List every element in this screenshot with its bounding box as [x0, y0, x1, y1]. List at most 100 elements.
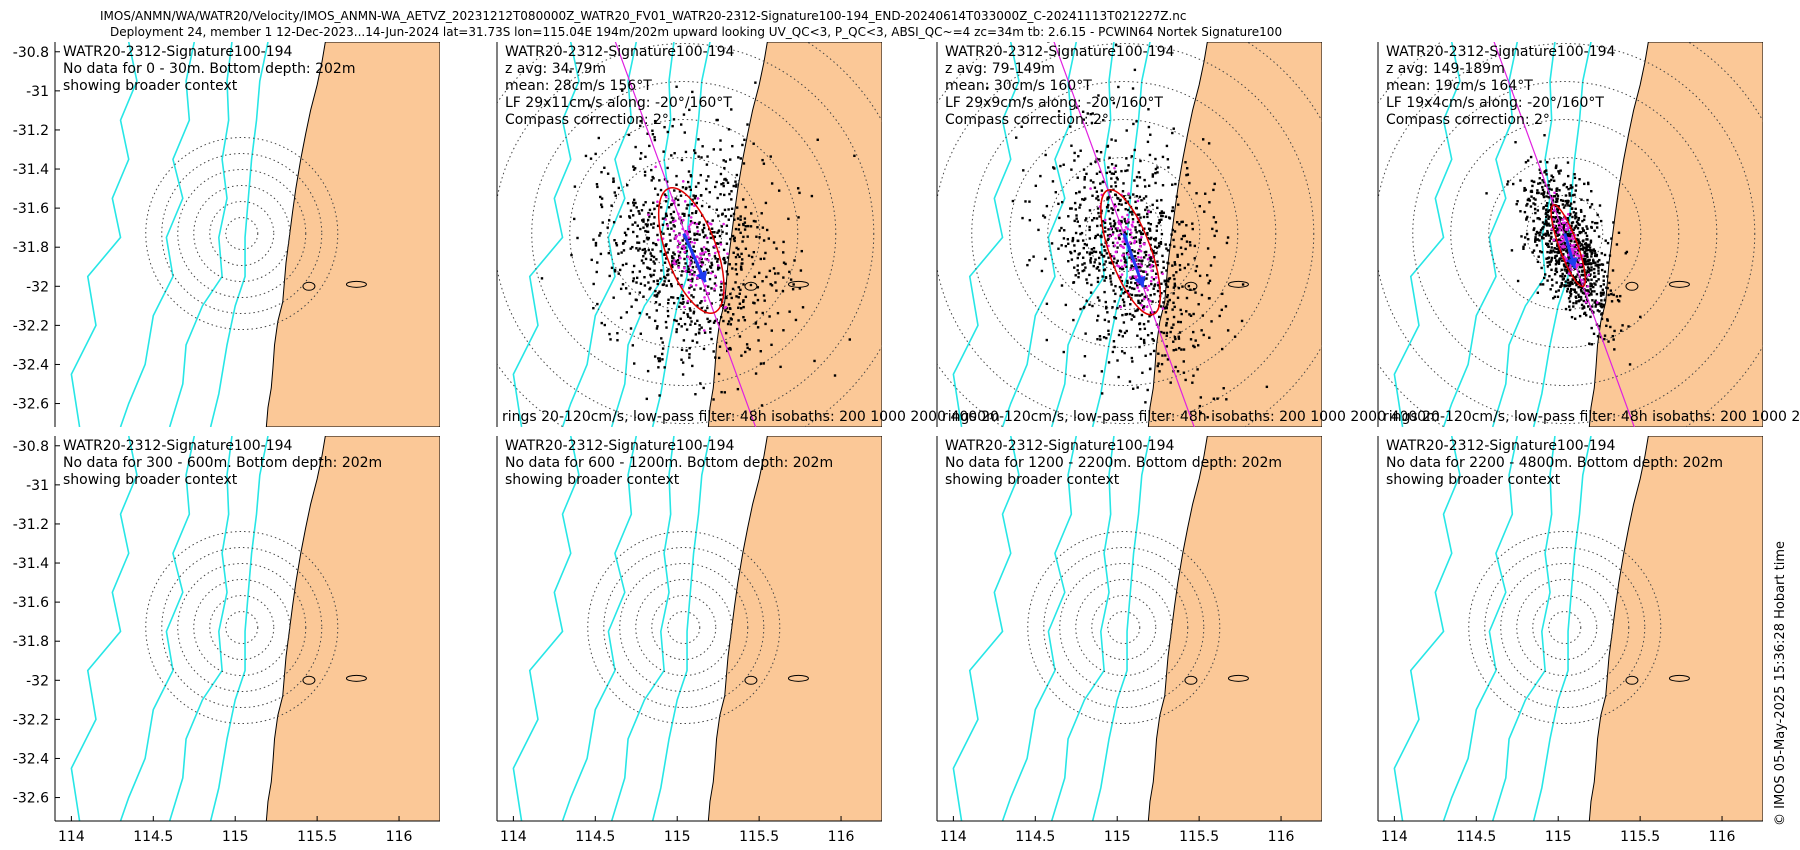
scatter-point	[1573, 176, 1577, 180]
scatter-point	[1102, 180, 1105, 183]
scatter-point	[1563, 268, 1566, 271]
scatter-point	[700, 326, 703, 329]
scatter-point	[1621, 324, 1624, 327]
scatter-point	[743, 318, 747, 322]
scatter-point	[701, 249, 704, 252]
scatter-point	[632, 264, 636, 268]
scatter-point	[1524, 161, 1528, 164]
scatter-point	[1543, 273, 1547, 276]
scatter-point	[1578, 285, 1582, 289]
scatter-point	[699, 265, 703, 268]
scatter-point	[670, 255, 674, 258]
scatter-point	[663, 125, 666, 129]
lowpass-point	[1142, 297, 1146, 301]
scatter-point	[1177, 337, 1181, 340]
scatter-point	[1575, 301, 1578, 305]
scatter-point	[717, 372, 721, 376]
scatter-point	[694, 185, 698, 188]
scatter-point	[1171, 264, 1174, 267]
scatter-point	[729, 237, 732, 241]
scatter-point	[1550, 246, 1553, 249]
scatter-point	[645, 236, 649, 239]
panel-text-line: WATR20-2312-Signature100-194	[945, 438, 1175, 454]
scatter-point	[1604, 239, 1607, 242]
speed-ring	[1009, 119, 1239, 349]
scatter-point	[1135, 120, 1138, 123]
scatter-point	[1096, 195, 1100, 198]
scatter-point	[1592, 261, 1595, 265]
scatter-point	[1541, 221, 1545, 224]
scatter-point	[1160, 282, 1163, 286]
scatter-point	[658, 303, 661, 306]
scatter-point	[1058, 216, 1061, 220]
scatter-point	[1122, 321, 1126, 324]
scatter-point	[1159, 240, 1163, 244]
scatter-point	[1562, 277, 1566, 280]
scatter-point	[702, 347, 706, 351]
scatter-point	[672, 217, 675, 220]
scatter-point	[1193, 257, 1196, 260]
scatter-point	[658, 357, 661, 360]
scatter-point	[701, 228, 704, 232]
scatter-point	[1550, 251, 1553, 254]
x-tick-label: 116	[1268, 829, 1295, 845]
scatter-point	[1163, 290, 1166, 293]
scatter-point	[1581, 248, 1585, 251]
scatter-point	[1098, 269, 1101, 272]
scatter-point	[623, 240, 627, 243]
lowpass-point	[1139, 249, 1143, 253]
scatter-point	[653, 216, 656, 219]
scatter-point	[734, 263, 738, 266]
scatter-point	[1088, 225, 1091, 229]
y-tick-label: -32.2	[13, 712, 49, 728]
scatter-point	[1552, 249, 1555, 252]
scatter-point	[1226, 236, 1230, 239]
scatter-point	[1576, 227, 1580, 230]
scatter-point	[1576, 233, 1580, 237]
scatter-point	[1125, 312, 1129, 316]
scatter-point	[1154, 272, 1158, 276]
scatter-point	[1212, 188, 1215, 192]
scatter-point	[1540, 266, 1543, 270]
scatter-point	[1167, 166, 1170, 169]
x-tick-label: 115	[1545, 829, 1572, 845]
scatter-point	[1103, 263, 1106, 266]
scatter-point	[1578, 314, 1582, 318]
scatter-point	[1146, 140, 1150, 144]
scatter-point	[619, 287, 623, 291]
scatter-point	[646, 266, 649, 269]
scatter-point	[603, 166, 606, 169]
scatter-point	[1161, 254, 1164, 258]
lowpass-point	[704, 284, 708, 288]
scatter-point	[652, 255, 656, 259]
lowpass-point	[1147, 253, 1151, 257]
scatter-point	[631, 344, 635, 347]
scatter-point	[1104, 260, 1107, 263]
scatter-point	[1541, 179, 1544, 182]
scatter-point	[684, 150, 688, 154]
scatter-point	[1162, 260, 1165, 264]
scatter-point	[737, 286, 741, 289]
scatter-point	[713, 289, 716, 292]
scatter-point	[1536, 260, 1540, 264]
scatter-point	[736, 206, 739, 209]
scatter-point	[1186, 173, 1190, 176]
scatter-point	[1538, 250, 1542, 253]
scatter-point	[688, 353, 691, 356]
scatter-point	[1140, 263, 1143, 266]
isobath-line	[1091, 42, 1151, 427]
scatter-point	[1551, 198, 1555, 202]
scatter-point	[681, 373, 685, 376]
scatter-point	[1114, 185, 1118, 188]
scatter-point	[1546, 265, 1550, 268]
lowpass-point	[1558, 228, 1562, 232]
scatter-point	[1108, 217, 1112, 221]
lowpass-point	[694, 283, 698, 287]
scatter-point	[1566, 281, 1570, 284]
scatter-point	[722, 248, 726, 252]
scatter-point	[651, 175, 654, 179]
scatter-point	[739, 231, 742, 235]
scatter-point	[734, 255, 738, 259]
scatter-point	[1134, 240, 1138, 243]
lowpass-point	[698, 258, 701, 262]
